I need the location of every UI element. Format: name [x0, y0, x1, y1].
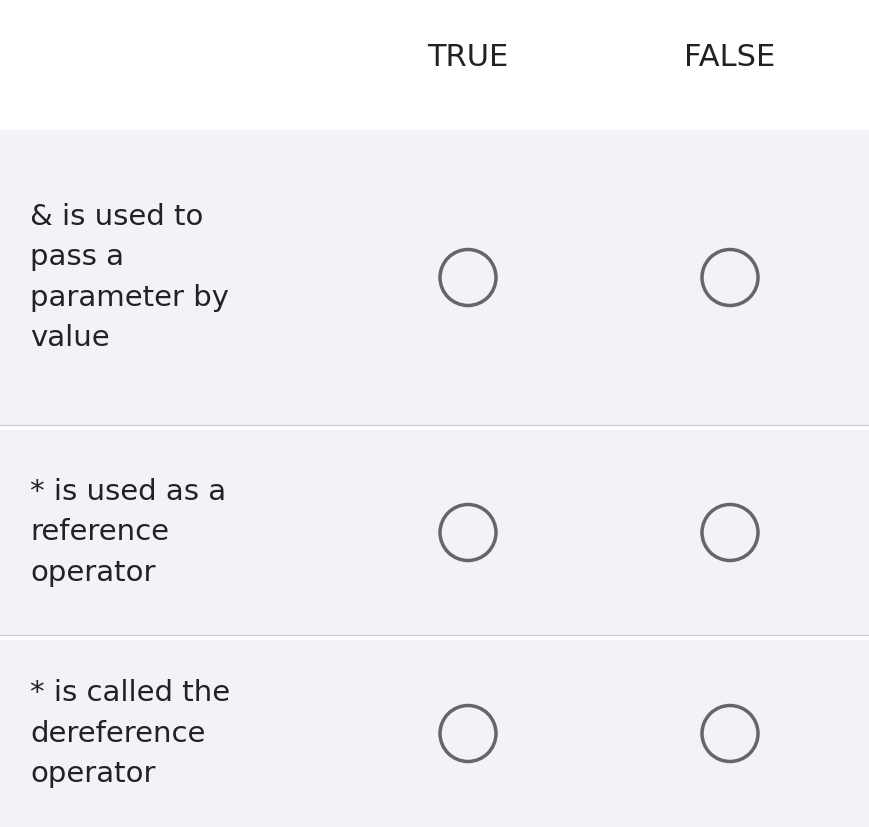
Bar — [0, 430, 869, 635]
Text: * is used as a
reference
operator: * is used as a reference operator — [30, 478, 226, 586]
Bar — [0, 130, 869, 425]
Text: * is called the
dereference
operator: * is called the dereference operator — [30, 680, 230, 787]
Text: FALSE: FALSE — [684, 44, 775, 73]
Text: & is used to
pass a
parameter by
value: & is used to pass a parameter by value — [30, 203, 229, 351]
Bar — [0, 640, 869, 827]
Text: TRUE: TRUE — [427, 44, 508, 73]
